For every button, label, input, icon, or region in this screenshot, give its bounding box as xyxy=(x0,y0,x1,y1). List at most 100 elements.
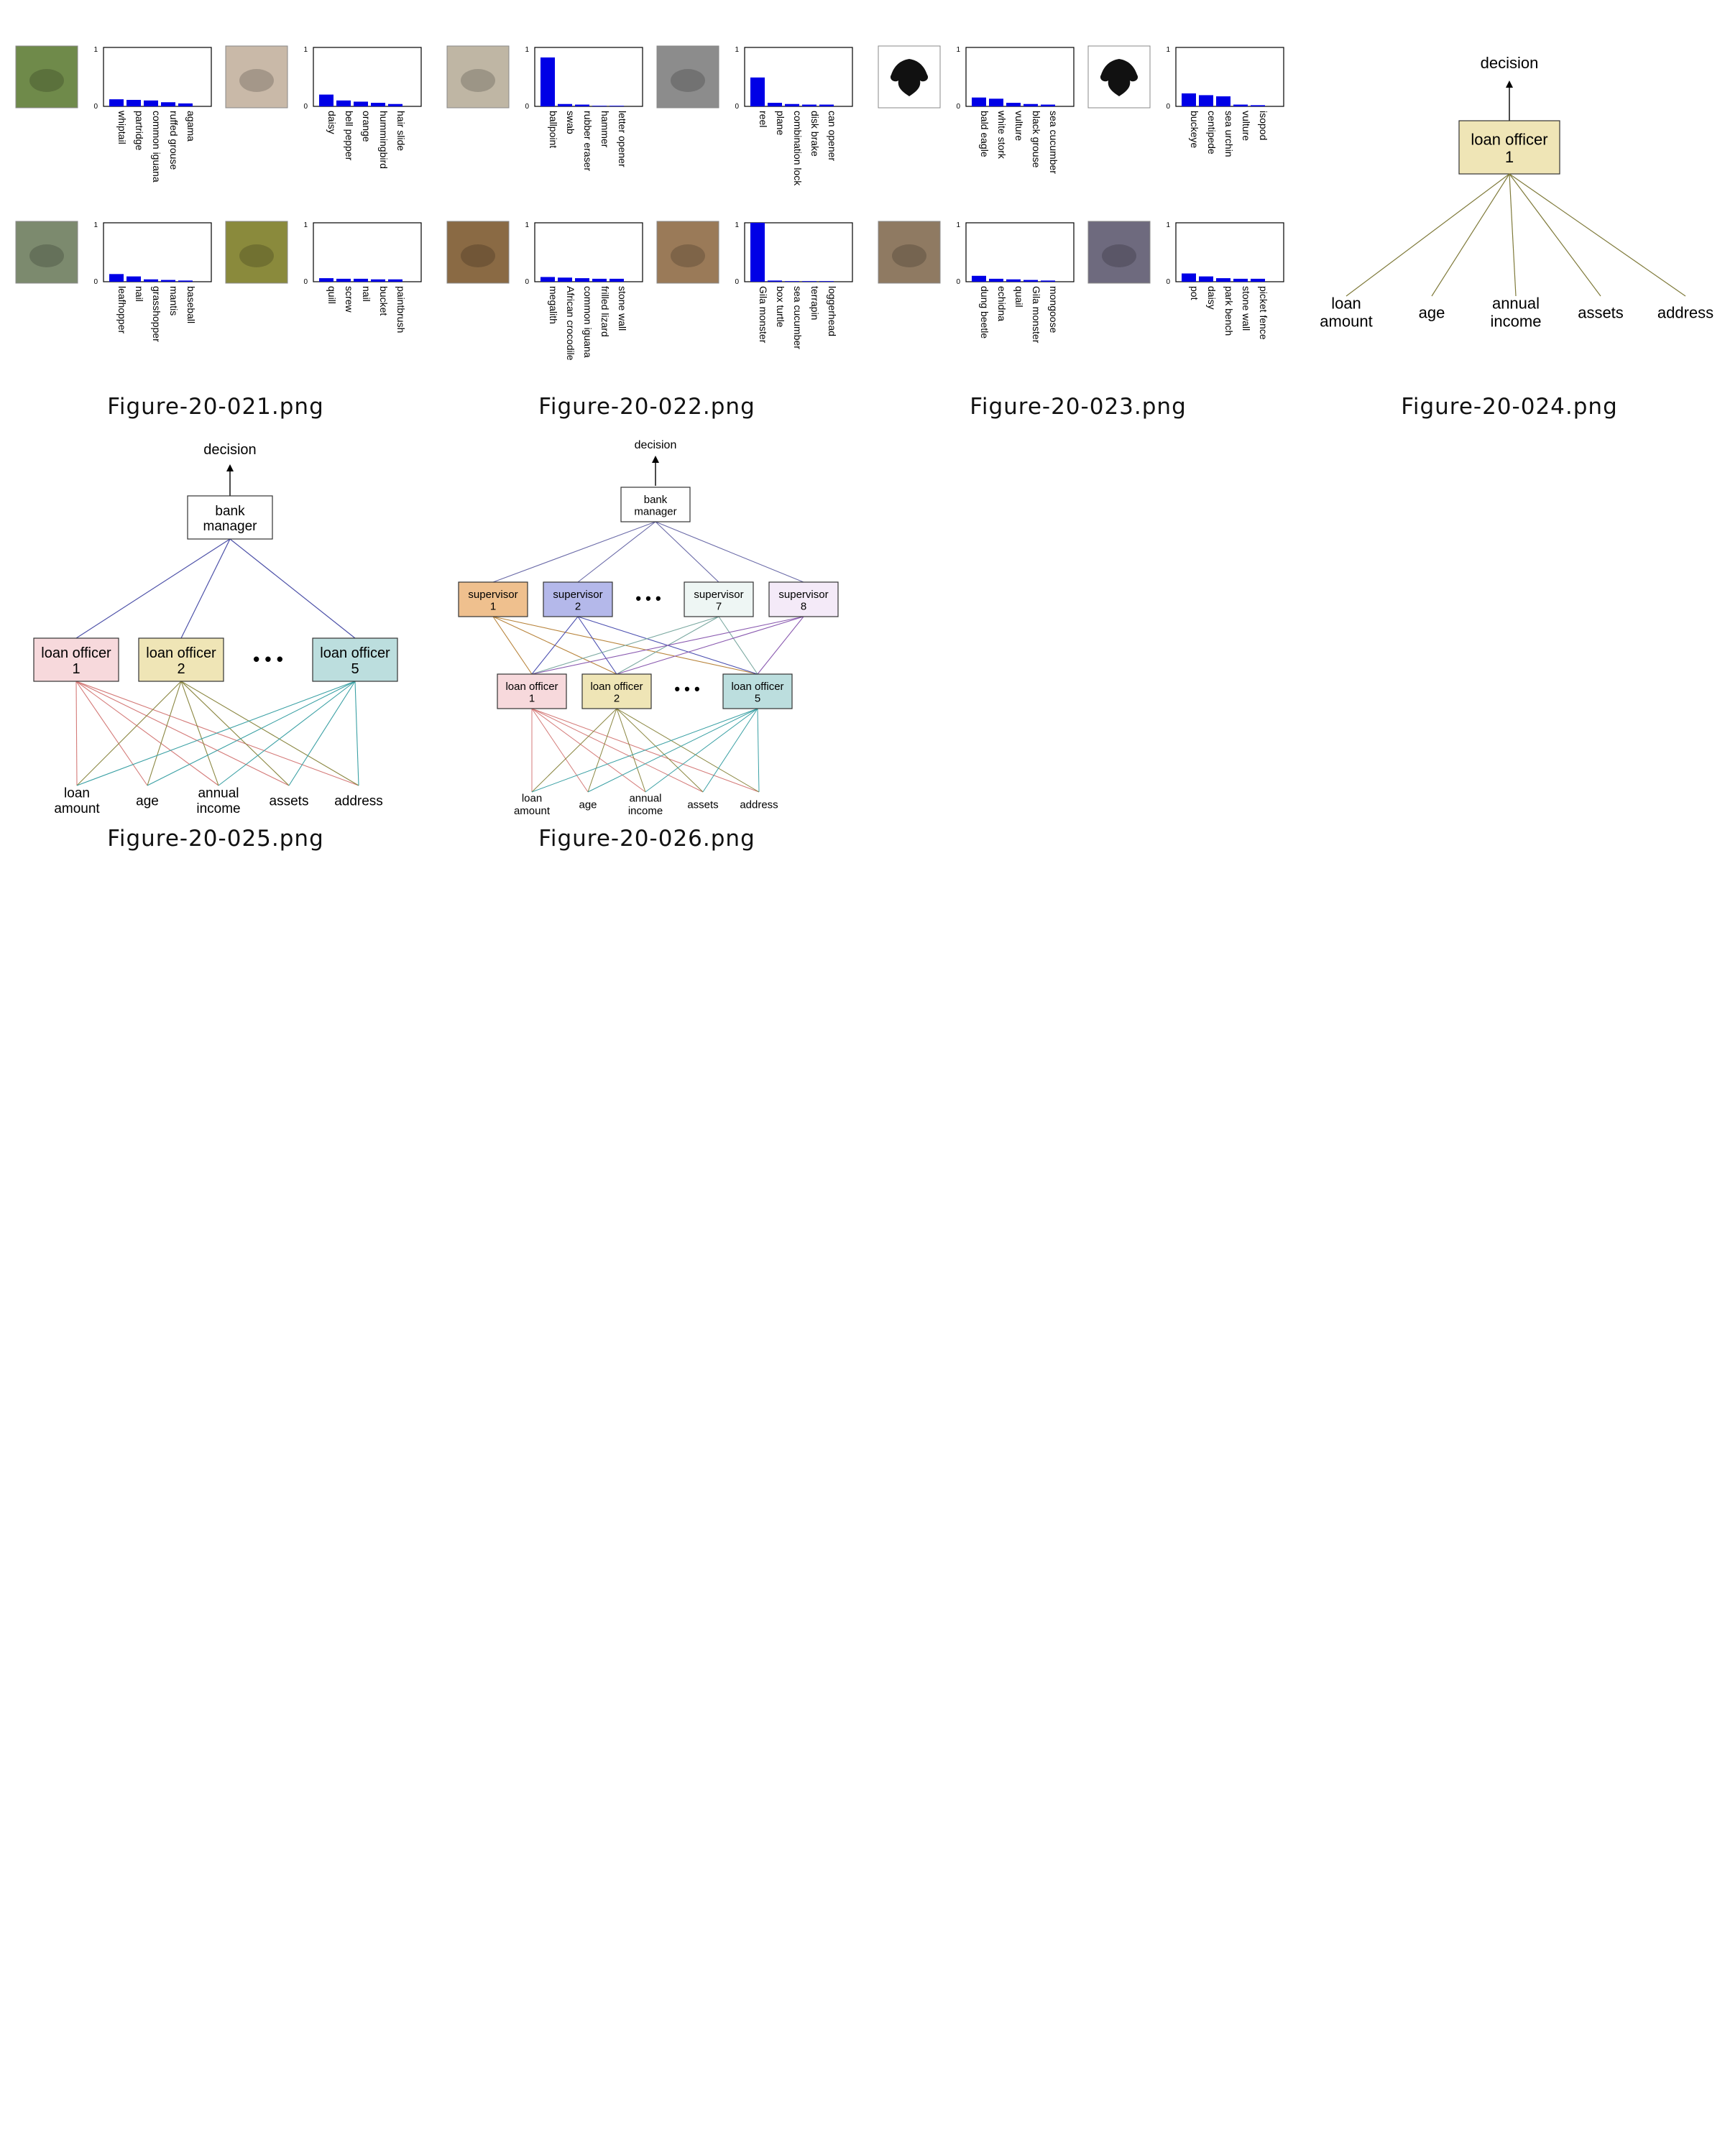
probability-bar xyxy=(1251,105,1265,106)
class-label: baseball xyxy=(185,286,197,323)
class-label: bucket xyxy=(378,286,390,315)
supervisor-connection xyxy=(531,616,804,675)
arrowhead-icon xyxy=(652,456,659,463)
class-label: echidna xyxy=(996,286,1008,321)
chart-frame xyxy=(1175,222,1284,282)
bird-on-ground-photo xyxy=(446,221,510,284)
class-label: quill xyxy=(326,286,338,304)
classifier-panel: 1 0 ballpoint swab rubber eraser hammer letter… xyxy=(446,45,643,171)
class-label: loggerhead xyxy=(827,286,838,336)
input-label: annual xyxy=(198,786,239,801)
photo-subject xyxy=(892,244,926,267)
pine-cone-photo xyxy=(656,221,719,284)
officer-connection xyxy=(218,681,356,786)
class-label: hammer xyxy=(599,111,611,148)
probability-bar xyxy=(1216,278,1230,282)
ellipsis-icon: • • • xyxy=(674,680,699,698)
class-label: vulture xyxy=(1013,111,1025,141)
y-axis-min-label: 0 xyxy=(735,278,739,286)
officer-connection xyxy=(75,681,78,786)
class-label: buckeye xyxy=(1189,111,1200,148)
officer-connection xyxy=(354,681,359,786)
photo-subject xyxy=(29,244,64,267)
class-label: bald eagle xyxy=(979,111,990,157)
probability-bar xyxy=(1216,96,1230,106)
probability-bar xyxy=(558,277,572,282)
class-label: common iguana xyxy=(582,286,594,358)
thumbnail-figure-20-021[interactable]: 1 0 whiptail partridge common iguana ruffed g… xyxy=(0,29,431,388)
class-label: letter opener xyxy=(617,111,628,167)
thumbnail-figure-20-023[interactable]: 1 0 bald eagle white stork vulture black grou… xyxy=(862,29,1294,388)
chart-frame xyxy=(103,222,212,282)
class-label: mantis xyxy=(168,286,180,315)
loan-officer-box-number: 2 xyxy=(614,692,620,704)
officer-connection xyxy=(587,708,758,793)
input-label: age xyxy=(1419,304,1445,322)
loan-officer-box-number: 1 xyxy=(72,661,80,677)
y-axis-min-label: 0 xyxy=(735,103,739,111)
class-label: sea urchin xyxy=(1223,111,1235,157)
probability-bar xyxy=(161,102,175,106)
ellipsis-icon: • • • xyxy=(253,648,283,670)
probability-bar xyxy=(802,104,816,106)
loan-officer-box-frame xyxy=(138,637,224,682)
connection-line xyxy=(1509,173,1686,297)
class-label: common iguana xyxy=(151,111,162,183)
supervisor-box-number: 7 xyxy=(716,600,722,612)
classifier-panel: 1 0 quill screw nail bucket paintbrush xyxy=(225,221,422,333)
thumbnail-svg: 1 0 whiptail partridge common iguana ruffed g… xyxy=(15,45,422,342)
bank-manager-box-frame xyxy=(187,495,273,540)
y-axis-max-label: 1 xyxy=(93,46,98,54)
class-label: hummingbird xyxy=(378,111,390,169)
probability-bar xyxy=(126,99,141,106)
photo-subject xyxy=(671,69,705,92)
class-label: daisy xyxy=(1206,286,1218,310)
y-axis-max-label: 1 xyxy=(735,46,739,54)
class-label: agama xyxy=(185,111,197,142)
probability-bar xyxy=(388,103,402,106)
bank-manager-box-number: manager xyxy=(634,505,676,517)
probability-bar xyxy=(610,278,624,282)
loan-officer-box-label: loan officer xyxy=(320,645,390,661)
thumbnail-caption[interactable]: Figure-20-023.png xyxy=(970,394,1187,420)
class-label: stone wall xyxy=(1241,286,1252,331)
supervisor-box-label: supervisor xyxy=(694,589,743,601)
supervisor-box-number: 8 xyxy=(801,600,806,612)
probability-bar xyxy=(161,280,175,282)
thumbnail-caption[interactable]: Figure-20-024.png xyxy=(1401,394,1618,420)
officer-connection xyxy=(75,681,290,786)
thumbnail-caption[interactable]: Figure-20-025.png xyxy=(107,826,324,852)
probability-bar xyxy=(768,280,782,282)
y-axis-max-label: 1 xyxy=(525,46,529,54)
probability-bar xyxy=(1041,280,1055,282)
probability-bar xyxy=(371,279,385,282)
chart-frame xyxy=(313,222,422,282)
thumbnail-caption[interactable]: Figure-20-022.png xyxy=(538,394,755,420)
thumbnail-figure-20-024[interactable]: decision loan officer 1 loan amount age annual… xyxy=(1294,29,1725,388)
boat-on-water-photo xyxy=(15,221,78,284)
decision-label: decision xyxy=(1481,54,1539,72)
thumbnail-figure-20-025[interactable]: decision bank manager loan officer 1 loan off… xyxy=(0,431,431,819)
probability-bar xyxy=(575,104,589,106)
officer-connection xyxy=(180,681,290,786)
probability-bar xyxy=(750,77,765,106)
thumbnail-caption[interactable]: Figure-20-026.png xyxy=(538,826,755,852)
supervisor-box-frame xyxy=(684,581,754,617)
probability-bar xyxy=(354,101,368,106)
loan-officer-box-number: 5 xyxy=(351,661,359,677)
loan-officer-box-frame xyxy=(497,673,567,709)
probability-bar xyxy=(319,94,334,106)
thumbnail-figure-20-022[interactable]: 1 0 ballpoint swab rubber eraser hammer letter… xyxy=(431,29,862,388)
lizard-on-grass-photo xyxy=(15,45,78,109)
probability-bar xyxy=(178,103,193,106)
probability-bar xyxy=(319,278,334,282)
probability-bar xyxy=(989,278,1003,282)
class-label: orange xyxy=(361,111,372,142)
thumbnail-caption[interactable]: Figure-20-021.png xyxy=(107,394,324,420)
class-label: isopod xyxy=(1258,111,1269,140)
supervisor-box-number: 1 xyxy=(490,600,496,612)
thumbnail-figure-20-026[interactable]: decision bank manager supervisor 1 supervisor… xyxy=(431,431,862,819)
